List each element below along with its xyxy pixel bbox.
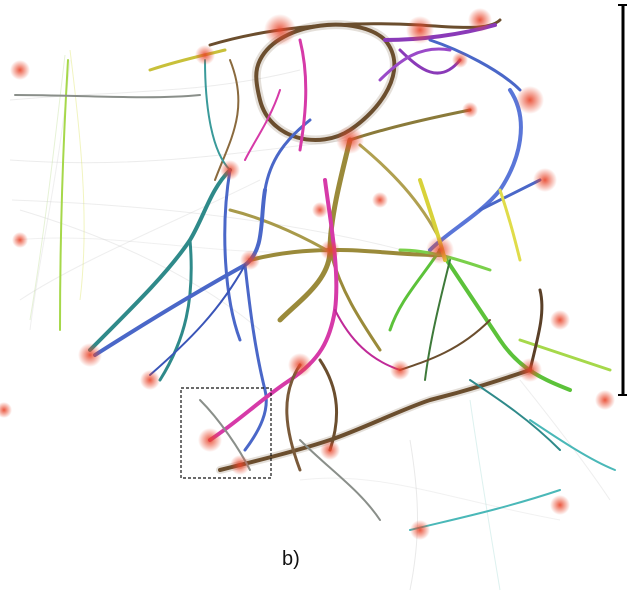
node-clusters bbox=[0, 8, 615, 540]
faint-edges bbox=[9, 49, 611, 591]
scale-bar bbox=[618, 4, 627, 396]
zoom-region-box bbox=[180, 387, 272, 479]
panel-label: b) bbox=[282, 548, 300, 570]
